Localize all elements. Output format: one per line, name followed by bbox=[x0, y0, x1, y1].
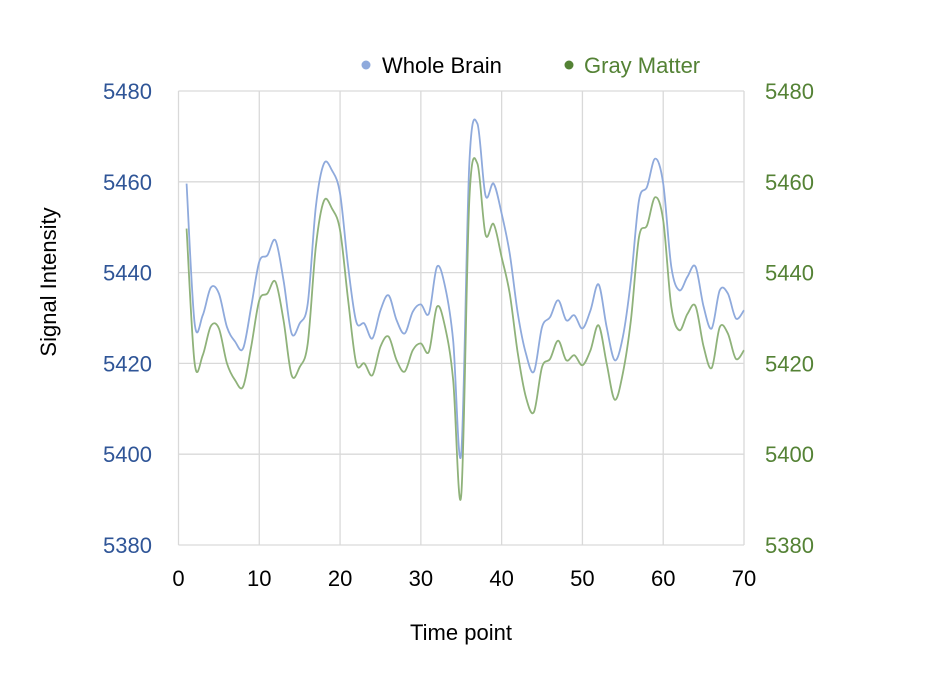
y-axis-label: Signal Intensity bbox=[36, 207, 61, 356]
left-tick-label: 5480 bbox=[103, 79, 152, 104]
legend-marker-whole-brain bbox=[361, 60, 371, 70]
right-tick-label: 5480 bbox=[765, 79, 814, 104]
x-tick-label: 10 bbox=[247, 566, 271, 591]
series-lines bbox=[185, 118, 745, 501]
left-tick-label: 5420 bbox=[103, 351, 152, 376]
x-axis-label: Time point bbox=[410, 620, 512, 645]
legend: Whole Brain Gray Matter bbox=[361, 53, 700, 78]
right-tick-label: 5460 bbox=[765, 170, 814, 195]
legend-marker-gray-matter bbox=[564, 60, 574, 70]
right-tick-label: 5420 bbox=[765, 351, 814, 376]
series-line-gray-matter bbox=[185, 157, 745, 501]
left-tick-label: 5380 bbox=[103, 533, 152, 558]
left-tick-label: 5440 bbox=[103, 261, 152, 286]
x-tick-label: 70 bbox=[732, 566, 756, 591]
x-tick-label: 20 bbox=[328, 566, 352, 591]
series-line-whole-brain bbox=[185, 118, 745, 459]
legend-label-gray-matter: Gray Matter bbox=[584, 53, 700, 78]
x-tick-label: 30 bbox=[409, 566, 433, 591]
right-tick-label: 5400 bbox=[765, 442, 814, 467]
x-tick-label: 60 bbox=[651, 566, 675, 591]
x-tick-label: 50 bbox=[570, 566, 594, 591]
right-axis-ticks: 5380 5400 5420 5440 5460 5480 bbox=[765, 79, 814, 558]
right-tick-label: 5440 bbox=[765, 261, 814, 286]
left-tick-label: 5400 bbox=[103, 442, 152, 467]
x-tick-label: 40 bbox=[489, 566, 513, 591]
left-axis-ticks: 5380 5400 5420 5440 5460 5480 bbox=[103, 79, 152, 558]
legend-label-whole-brain: Whole Brain bbox=[382, 53, 502, 78]
x-tick-label: 0 bbox=[172, 566, 184, 591]
x-axis-ticks: 0 10 20 30 40 50 60 70 bbox=[172, 566, 756, 591]
left-tick-label: 5460 bbox=[103, 170, 152, 195]
gridlines bbox=[177, 90, 745, 546]
right-tick-label: 5380 bbox=[765, 533, 814, 558]
